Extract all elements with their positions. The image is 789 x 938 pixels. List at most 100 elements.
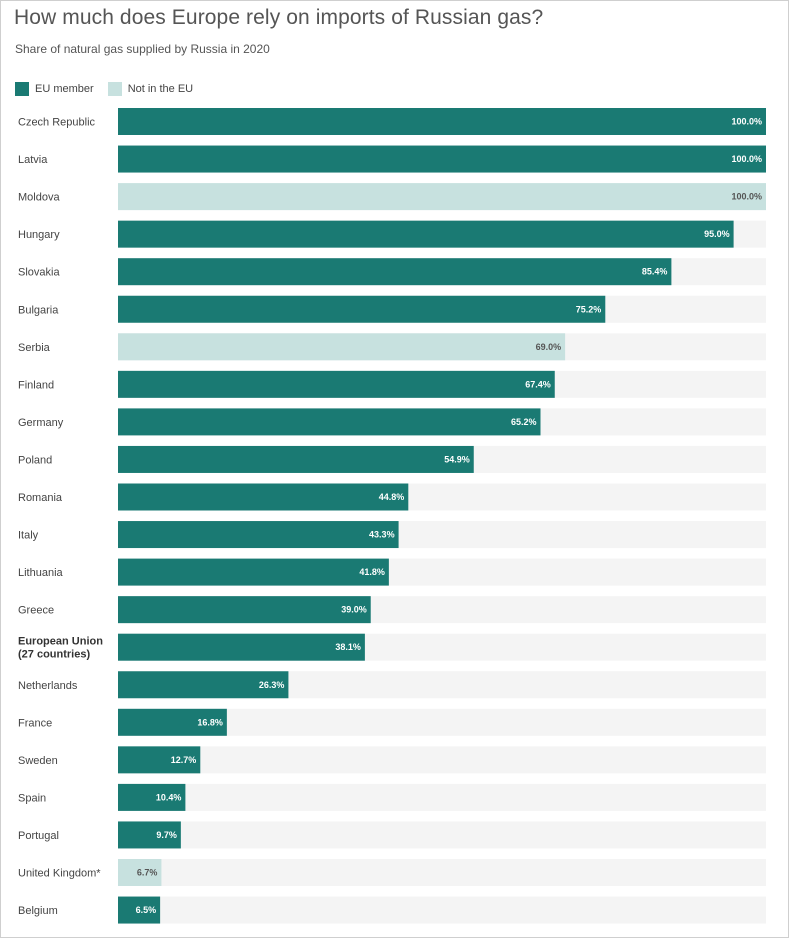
category-label-line: United Kingdom* — [18, 868, 101, 880]
legend-item-eu-member: EU member — [15, 82, 94, 96]
category-label-line: Moldova — [18, 192, 60, 204]
bar-lithuania — [118, 558, 389, 586]
value-label-belgium: 6.5% — [136, 905, 157, 915]
bar-slovakia — [118, 258, 672, 286]
value-label-romania: 44.8% — [379, 492, 405, 502]
value-label-france: 16.8% — [197, 717, 223, 727]
category-label-portugal: Portugal — [18, 830, 59, 842]
bar-track-united-kingdom — [118, 859, 766, 886]
category-label-united-kingdom: United Kingdom* — [18, 868, 101, 880]
category-label-line: Romania — [18, 492, 63, 504]
bar-moldova — [118, 183, 766, 211]
bar-romania — [118, 483, 409, 511]
bar-track-sweden — [118, 746, 766, 774]
chart-subtitle: Share of natural gas supplied by Russia … — [15, 42, 270, 56]
bar-netherlands — [118, 671, 289, 699]
category-label-line: Bulgaria — [18, 304, 59, 316]
value-label-czech-republic: 100.0% — [731, 117, 762, 127]
category-label-line: Slovakia — [18, 267, 60, 279]
bar-latvia — [118, 145, 766, 173]
category-label-belgium: Belgium — [18, 905, 58, 917]
category-label-line: (27 countries) — [18, 649, 90, 661]
category-label-line: Latvia — [18, 154, 48, 166]
category-label-line: Netherlands — [18, 680, 78, 692]
bar-european-union-27-countries — [118, 633, 365, 661]
category-label-poland: Poland — [18, 454, 52, 466]
category-label-finland: Finland — [18, 379, 54, 391]
category-label-moldova: Moldova — [18, 192, 60, 204]
bar-finland — [118, 370, 555, 398]
category-label-spain: Spain — [18, 792, 46, 804]
value-label-hungary: 95.0% — [704, 229, 730, 239]
category-label-line: Finland — [18, 379, 54, 391]
value-label-finland: 67.4% — [525, 379, 551, 389]
bar-sweden — [118, 746, 201, 774]
legend-label-eu-member: EU member — [35, 83, 94, 95]
value-label-greece: 39.0% — [341, 605, 367, 615]
category-label-line: Portugal — [18, 830, 59, 842]
category-label-line: France — [18, 717, 52, 729]
value-label-poland: 54.9% — [444, 454, 470, 464]
category-label-italy: Italy — [18, 530, 39, 542]
value-label-sweden: 12.7% — [171, 755, 197, 765]
category-label-line: Belgium — [18, 905, 58, 917]
bar-serbia — [118, 333, 566, 361]
category-label-czech-republic: Czech Republic — [18, 117, 96, 129]
bar-united-kingdom — [118, 859, 162, 886]
category-label-lithuania: Lithuania — [18, 567, 64, 579]
category-label-line: Hungary — [18, 229, 60, 241]
category-label-line: Czech Republic — [18, 117, 96, 129]
bar-spain — [118, 783, 186, 811]
category-label-line: European Union — [18, 636, 103, 648]
bar-track-belgium — [118, 896, 766, 924]
value-label-slovakia: 85.4% — [642, 267, 668, 277]
category-label-romania: Romania — [18, 492, 63, 504]
bar-czech-republic — [118, 108, 766, 135]
category-label-sweden: Sweden — [18, 755, 58, 767]
value-label-portugal: 9.7% — [156, 830, 177, 840]
value-label-italy: 43.3% — [369, 530, 395, 540]
category-label-bulgaria: Bulgaria — [18, 304, 59, 316]
category-label-serbia: Serbia — [18, 342, 51, 354]
legend: EU member Not in the EU — [15, 80, 207, 98]
bar-portugal — [118, 821, 181, 849]
value-label-bulgaria: 75.2% — [576, 304, 602, 314]
bar-bulgaria — [118, 295, 606, 323]
bar-italy — [118, 521, 399, 549]
bar-hungary — [118, 220, 734, 248]
legend-item-not-in-eu: Not in the EU — [107, 82, 194, 96]
legend-label-not-in-eu: Not in the EU — [127, 83, 194, 95]
legend-swatch-eu-member — [15, 82, 29, 96]
category-label-greece: Greece — [18, 605, 54, 617]
value-label-spain: 10.4% — [156, 792, 182, 802]
category-label-line: Serbia — [18, 342, 51, 354]
bar-germany — [118, 408, 541, 436]
value-label-moldova: 100.0% — [731, 192, 762, 202]
value-label-latvia: 100.0% — [731, 154, 762, 164]
category-label-line: Greece — [18, 605, 54, 617]
category-label-netherlands: Netherlands — [18, 680, 78, 692]
category-label-european-union-27-countries: European Union (27 countries) — [18, 636, 103, 661]
bar-belgium — [118, 896, 161, 924]
value-label-united-kingdom: 6.7% — [137, 868, 158, 878]
chart-title: How much does Europe rely on imports of … — [14, 6, 544, 29]
category-label-slovakia: Slovakia — [18, 267, 60, 279]
category-label-line: Germany — [18, 417, 64, 429]
category-label-hungary: Hungary — [18, 229, 60, 241]
value-label-netherlands: 26.3% — [259, 680, 285, 690]
legend-swatch-not-in-eu — [107, 82, 122, 96]
category-label-germany: Germany — [18, 417, 64, 429]
bar-track-portugal — [118, 821, 766, 849]
bar-track-spain — [118, 783, 766, 811]
bar-france — [118, 708, 227, 736]
value-label-lithuania: 41.8% — [359, 567, 385, 577]
category-label-latvia: Latvia — [18, 154, 48, 166]
value-label-germany: 65.2% — [511, 417, 537, 427]
category-label-line: Poland — [18, 454, 52, 466]
bar-greece — [118, 596, 371, 624]
category-label-france: France — [18, 717, 52, 729]
category-label-line: Italy — [18, 530, 39, 542]
category-label-line: Spain — [18, 792, 46, 804]
bar-poland — [118, 445, 474, 473]
